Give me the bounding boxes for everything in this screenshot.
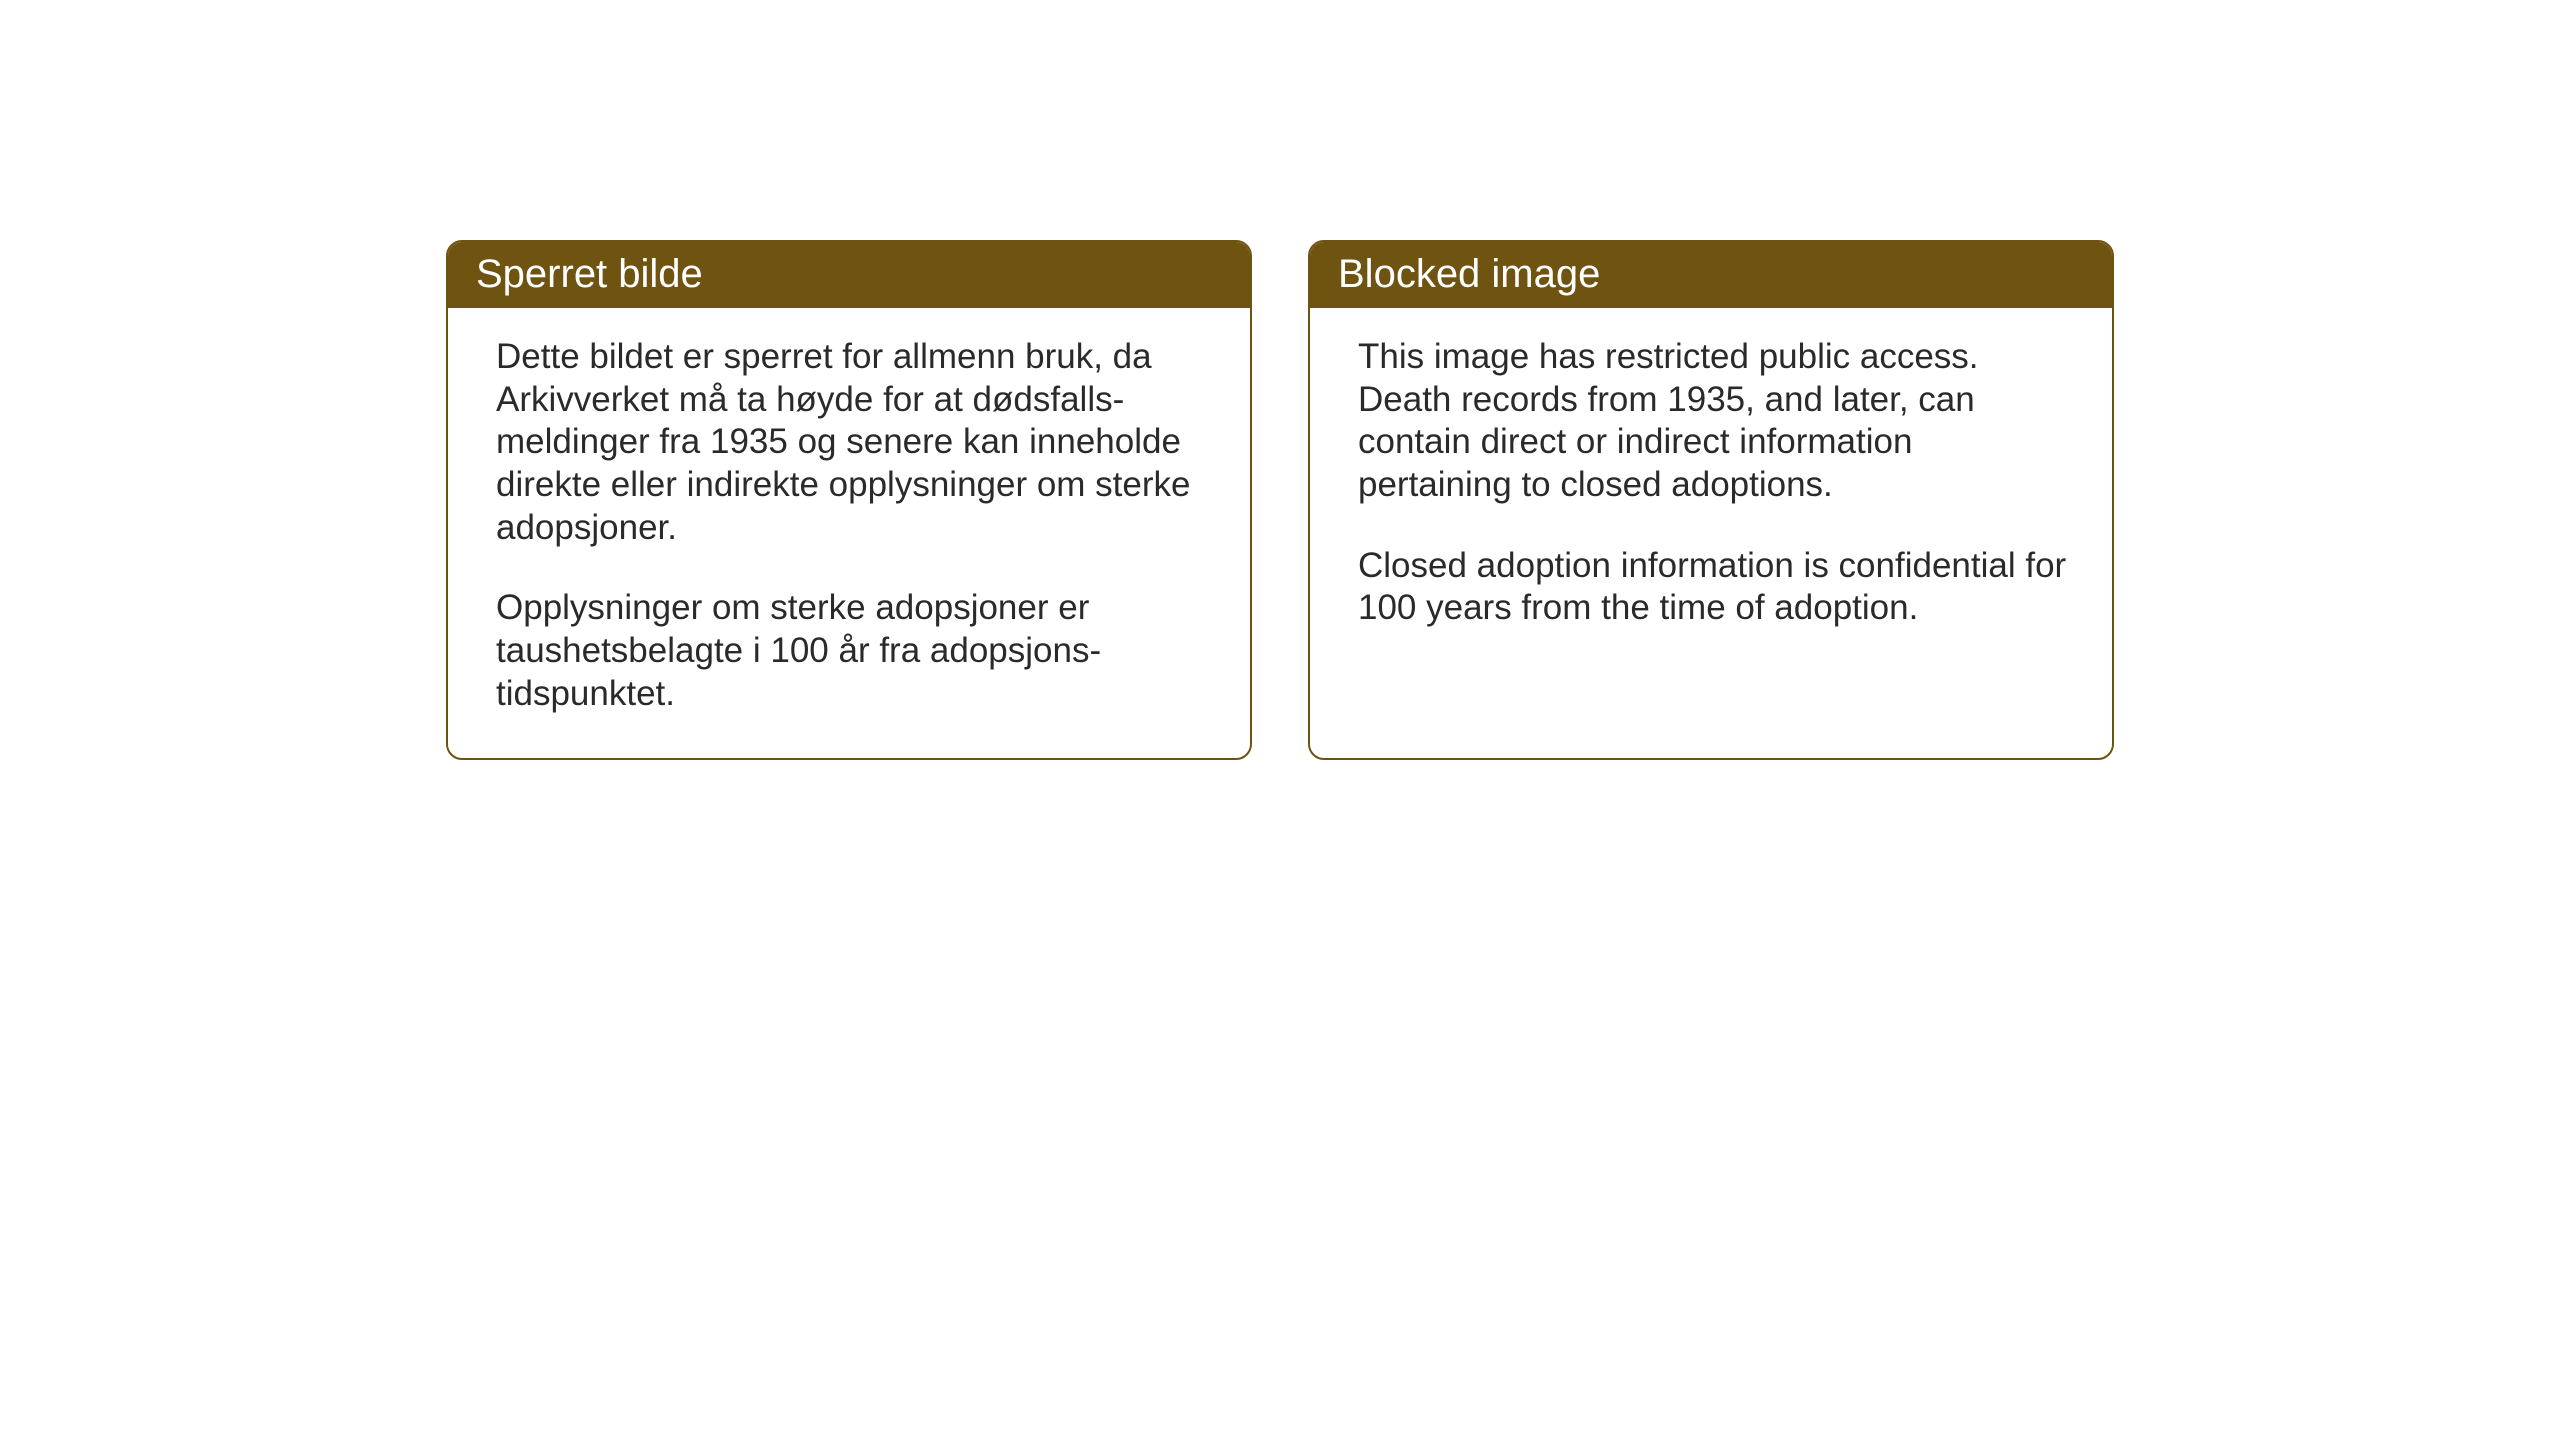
- notice-body-english: This image has restricted public access.…: [1310, 308, 2112, 672]
- notice-body-norwegian: Dette bildet er sperret for allmenn bruk…: [448, 308, 1250, 758]
- notice-paragraph: Closed adoption information is confident…: [1358, 545, 2072, 630]
- notice-header-english: Blocked image: [1310, 242, 2112, 308]
- notice-header-norwegian: Sperret bilde: [448, 242, 1250, 308]
- notice-paragraph: Dette bildet er sperret for allmenn bruk…: [496, 336, 1210, 549]
- notice-container: Sperret bilde Dette bildet er sperret fo…: [446, 240, 2114, 760]
- notice-card-norwegian: Sperret bilde Dette bildet er sperret fo…: [446, 240, 1252, 760]
- notice-paragraph: This image has restricted public access.…: [1358, 336, 2072, 507]
- notice-card-english: Blocked image This image has restricted …: [1308, 240, 2114, 760]
- notice-paragraph: Opplysninger om sterke adopsjoner er tau…: [496, 587, 1210, 715]
